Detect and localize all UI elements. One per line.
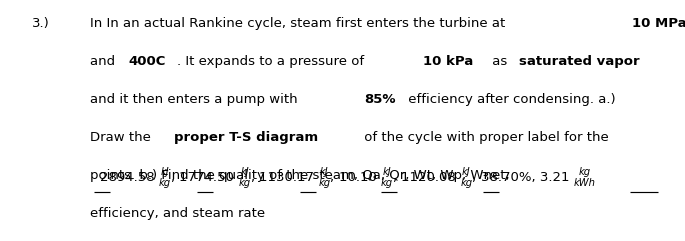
Text: 85%: 85% [364,93,395,106]
Text: 400C: 400C [128,55,166,68]
Text: 1130.17: 1130.17 [259,171,319,184]
Text: and: and [90,55,120,68]
Text: 10.10: 10.10 [338,171,381,184]
Text: ,: , [393,171,401,184]
Text: 2894.58: 2894.58 [100,171,159,184]
Text: kg: kg [159,178,171,188]
Text: 38.70%, 3.21: 38.70%, 3.21 [481,171,573,184]
Text: 1774.50: 1774.50 [179,171,238,184]
Text: kg: kg [460,178,473,188]
Text: and it then enters a pump with: and it then enters a pump with [90,93,302,106]
Text: 10 MPa: 10 MPa [632,17,685,30]
Text: kJ: kJ [160,167,169,177]
Text: ,: , [473,171,481,184]
Text: kg: kg [381,178,393,188]
Text: . It expands to a pressure of: . It expands to a pressure of [177,55,368,68]
Text: kWh: kWh [573,178,595,188]
Text: kg: kg [579,167,590,177]
Text: 3.): 3.) [32,17,49,30]
Text: of the cycle with proper label for the: of the cycle with proper label for the [360,131,609,144]
Text: Draw the: Draw the [90,131,155,144]
Text: kJ: kJ [320,167,329,177]
Text: In In an actual Rankine cycle, steam first enters the turbine at: In In an actual Rankine cycle, steam fir… [90,17,510,30]
Text: ,: , [330,171,338,184]
Text: points. b.) Find the quality of the steam, Qa, Qr, Wt, Wp, Wnet,: points. b.) Find the quality of the stea… [90,169,510,182]
Text: kg: kg [238,178,251,188]
Text: 1120.08: 1120.08 [401,171,460,184]
Text: kJ: kJ [382,167,391,177]
Text: as: as [488,55,512,68]
Text: kg: kg [319,178,330,188]
Text: efficiency after condensing. a.): efficiency after condensing. a.) [404,93,616,106]
Text: saturated vapor: saturated vapor [519,55,639,68]
Text: kJ: kJ [462,167,471,177]
Text: efficiency, and steam rate: efficiency, and steam rate [90,207,266,220]
Text: proper T-S diagram: proper T-S diagram [175,131,319,144]
Text: ,: , [251,171,259,184]
Text: ,: , [171,171,179,184]
Text: kJ: kJ [240,167,249,177]
Text: 10 kPa: 10 kPa [423,55,474,68]
